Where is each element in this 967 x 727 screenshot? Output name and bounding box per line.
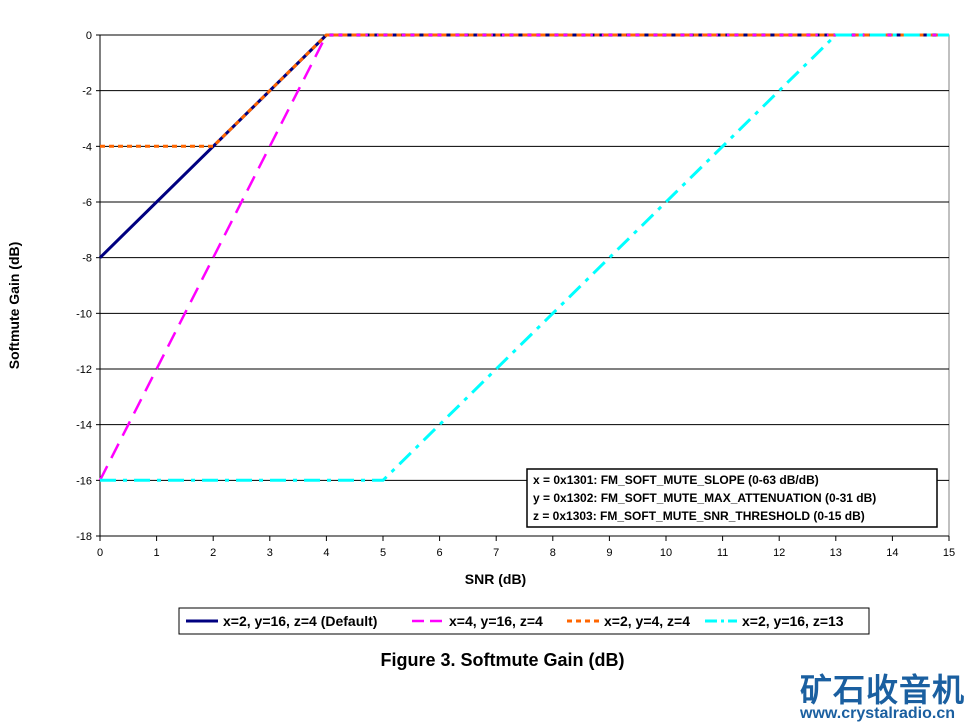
x-tick-label: 11 (717, 547, 728, 559)
x-tick-label: 12 (773, 547, 785, 559)
x-tick-label: 0 (97, 547, 103, 559)
x-tick-label: 10 (660, 547, 672, 559)
annotation-line-3: z = 0x1303: FM_SOFT_MUTE_SNR_THRESHOLD (… (533, 509, 865, 523)
legend-label-1: x=2, y=16, z=4 (Default) (223, 613, 377, 629)
watermark-url: www.crystalradio.cn (800, 705, 956, 722)
softmute-gain-chart: 0-2-4-6-8-10-12-14-16-180 1 2 3 4 5 6 7 8 9 10 11 12… (6, 30, 955, 635)
x-tick-label: 1 (154, 547, 160, 559)
x-tick-label: 6 (437, 547, 443, 559)
legend-label-2: x=4, y=16, z=4 (449, 613, 543, 629)
plot-area (99, 34, 950, 537)
x-tick-label: 2 (210, 547, 216, 559)
y-tick-label: -2 (82, 86, 92, 98)
y-tick-label: -14 (76, 420, 92, 432)
annotation-box (526, 468, 938, 528)
y-tick-label: -4 (82, 141, 92, 153)
legend-box (178, 607, 870, 635)
series-line-3 (100, 33, 949, 148)
x-tick-label: 4 (323, 547, 329, 559)
x-tick-label: 13 (830, 547, 842, 559)
annotation-line-1: x = 0x1301: FM_SOFT_MUTE_SLOPE (0-63 dB/… (533, 473, 819, 487)
x-tick-label: 7 (493, 547, 499, 559)
legend-label-3: x=2, y=4, z=4 (604, 613, 690, 629)
x-tick-label: 15 (943, 547, 955, 559)
y-tick-label: -12 (76, 364, 92, 376)
x-tick-label: 3 (267, 547, 273, 559)
y-axis-title: Softmute Gain (dB) (6, 242, 22, 370)
x-tick-label: 8 (550, 547, 556, 559)
y-tick-label: -8 (82, 253, 92, 265)
y-tick-label: -18 (76, 531, 92, 543)
x-axis-title: SNR (dB) (465, 571, 526, 587)
y-tick-label: 0 (86, 30, 92, 42)
legend-label-4: x=2, y=16, z=13 (742, 613, 844, 629)
y-tick-label: -6 (82, 197, 92, 209)
figure-caption: Figure 3. Softmute Gain (dB) (380, 650, 625, 670)
x-tick-label: 5 (380, 547, 386, 559)
y-tick-label: -10 (76, 308, 92, 320)
series-line-4 (100, 33, 949, 482)
x-tick-label: 9 (606, 547, 612, 559)
annotation-line-2: y = 0x1302: FM_SOFT_MUTE_MAX_ATTENUATION… (533, 491, 876, 505)
y-tick-label: -16 (76, 475, 92, 487)
watermark-logo-text: 矿石收音机 (800, 671, 966, 709)
x-tick-label: 14 (886, 547, 898, 559)
